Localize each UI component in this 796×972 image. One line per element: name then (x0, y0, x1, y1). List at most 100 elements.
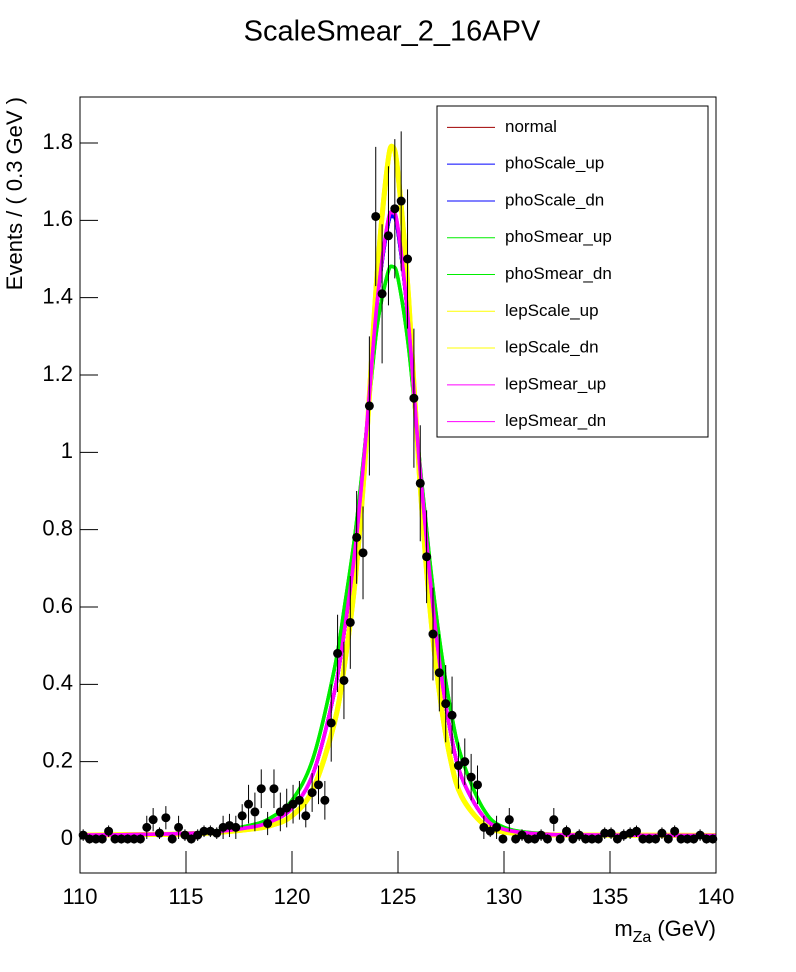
legend-label: lepSmear_up (505, 374, 606, 393)
y-tick-label: 0 (61, 825, 73, 850)
data-point (396, 196, 406, 206)
data-point (155, 828, 164, 838)
data-point (473, 780, 482, 790)
data-point (600, 828, 610, 838)
data-point (562, 826, 572, 836)
data-point (428, 629, 438, 639)
legend-label: phoScale_up (505, 154, 604, 173)
data-point (460, 757, 470, 767)
data-point (663, 834, 673, 844)
y-axis-label: Events / ( 0.3 GeV ) (2, 97, 27, 290)
x-axis-label: mZa (GeV) (614, 916, 716, 946)
data-point (110, 834, 120, 844)
data-point (676, 834, 686, 844)
data-point (345, 617, 355, 627)
data-point (581, 834, 591, 844)
data-point (441, 699, 451, 709)
data-point (606, 828, 616, 838)
data-point (142, 822, 152, 832)
data-point (167, 834, 177, 844)
legend-label: phoSmear_up (505, 227, 612, 246)
data-point (555, 834, 565, 844)
data-point (377, 289, 387, 299)
data-point (638, 834, 648, 844)
y-tick-label: 1.4 (42, 283, 73, 308)
legend-label: normal (505, 117, 557, 136)
y-tick-label: 1.6 (42, 206, 73, 231)
data-point (447, 710, 457, 720)
data-point (587, 834, 597, 844)
data-point (434, 668, 444, 678)
data-point (269, 784, 279, 794)
data-point (263, 819, 273, 829)
data-point (97, 834, 107, 844)
legend-label: lepSmear_dn (505, 411, 606, 430)
data-point (383, 231, 393, 241)
legend-label: phoSmear_dn (505, 264, 612, 283)
data-point (644, 834, 654, 844)
legend-label: lepScale_up (505, 301, 599, 320)
data-point (116, 834, 126, 844)
data-point (244, 799, 254, 809)
x-tick-label: 120 (274, 884, 311, 909)
data-point (199, 826, 209, 836)
data-point (542, 834, 552, 844)
y-tick-label: 0.8 (42, 515, 73, 540)
x-tick-label: 140 (698, 884, 735, 909)
data-point (708, 834, 718, 844)
x-tick-label: 110 (62, 884, 97, 909)
x-tick-label: 135 (592, 884, 629, 909)
x-label-unit: (GeV) (657, 916, 716, 941)
data-point (352, 532, 362, 542)
data-point (651, 834, 661, 844)
legend-label: phoScale_dn (505, 190, 604, 209)
x-label-sub: Za (633, 929, 652, 946)
data-point (339, 675, 349, 685)
data-point (212, 828, 222, 838)
data-point (123, 834, 133, 844)
x-tick-label: 130 (486, 884, 523, 909)
data-point (104, 826, 114, 836)
chart-title: ScaleSmear_2_16APV (244, 16, 541, 48)
data-point (314, 780, 323, 790)
data-point (307, 788, 317, 798)
data-point (135, 834, 145, 844)
data-point (364, 401, 374, 411)
legend-box (436, 105, 709, 438)
data-point (409, 393, 419, 403)
data-point (371, 211, 381, 221)
legend: normal phoScale_up phoScale_dn phoSmear_upp… (436, 105, 709, 438)
data-point (682, 834, 692, 844)
data-point (301, 811, 311, 821)
data-point (326, 718, 336, 728)
data-point (320, 795, 330, 805)
data-point (148, 815, 158, 825)
data-point (390, 204, 400, 214)
data-point (701, 834, 711, 844)
y-tick-label: 1.8 (42, 129, 73, 154)
data-point (256, 784, 266, 794)
data-point (403, 254, 413, 264)
data-point (504, 815, 514, 825)
data-point (174, 822, 184, 832)
x-label-main: m (614, 916, 632, 941)
x-tick-label: 115 (168, 884, 203, 909)
data-point (670, 826, 680, 836)
data-point (549, 815, 559, 825)
data-point (657, 828, 667, 838)
y-tick-label: 0.4 (42, 670, 73, 695)
y-tick-label: 0.6 (42, 593, 73, 618)
data-point (593, 834, 603, 844)
data-point (492, 822, 502, 832)
data-point (422, 552, 432, 562)
data-point (466, 772, 476, 782)
legend-label: lepScale_dn (505, 338, 599, 357)
data-point (415, 478, 425, 488)
data-point (333, 648, 343, 658)
data-point (498, 834, 508, 844)
y-tick-label: 0.2 (42, 747, 73, 772)
y-tick-label: 1 (61, 438, 73, 463)
points (78, 131, 718, 844)
x-tick-label: 125 (380, 884, 417, 909)
